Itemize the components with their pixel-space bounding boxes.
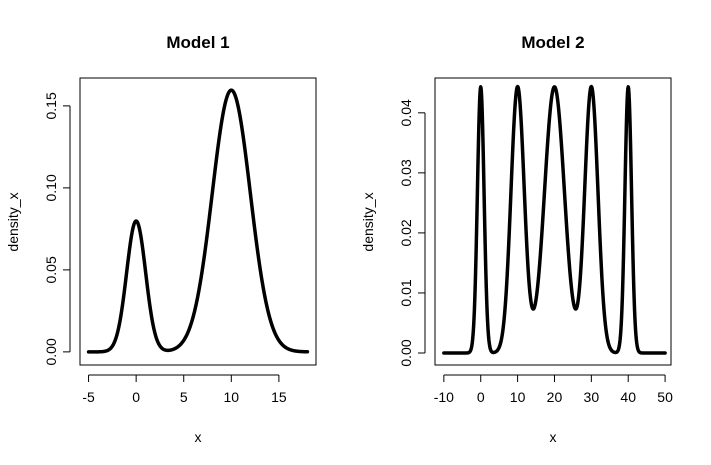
x-axis-label: x [195,429,202,445]
y-tick-label: 0.05 [43,256,59,283]
x-tick-label: 0 [132,389,140,405]
chart-title: Model 2 [521,33,584,52]
x-tick-label: 30 [584,389,600,405]
y-axis-label: density_x [5,192,21,251]
y-tick-label: 0.15 [43,92,59,119]
chart-title: Model 1 [166,33,229,52]
panel-model-1: Model 1 -5 0 5 10 15 0.00 0.05 0.10 0.15 x dens… [5,33,317,445]
x-tick-label: 10 [224,389,240,405]
plot-frame [79,77,317,366]
y-tick-label: 0.00 [43,338,59,365]
x-tick-label: -10 [434,389,454,405]
y-tick-label: 0.00 [398,339,414,366]
density-curve [442,84,667,355]
panel-model-2: Model 2 -10 0 10 20 30 40 50 0.00 0.01 0.02 0.03 0… [360,33,673,445]
x-tick-label: 15 [271,389,287,405]
y-tick-label: 0.03 [398,159,414,186]
x-tick-label: 40 [620,389,636,405]
x-tick-label: 5 [180,389,188,405]
y-tick-label: 0.02 [398,219,414,246]
y-axis-label: density_x [360,192,376,251]
y-tick-label: 0.10 [43,174,59,201]
x-tick-label: 50 [657,389,673,405]
x-tick-label: -5 [82,389,95,405]
x-tick-label: 20 [547,389,563,405]
density-curve [86,88,310,354]
x-axis-label: x [550,429,557,445]
x-tick-label: 0 [477,389,485,405]
y-tick-label: 0.01 [398,279,414,306]
x-tick-label: 10 [510,389,526,405]
plot-frame [434,77,672,366]
y-tick-label: 0.04 [398,99,414,126]
